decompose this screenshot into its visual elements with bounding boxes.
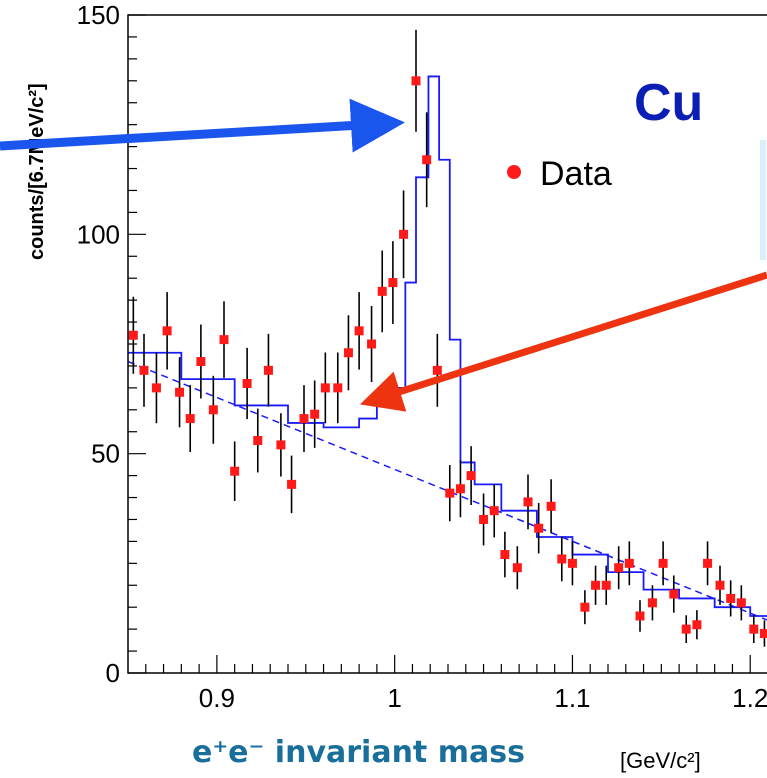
data-point bbox=[299, 414, 309, 424]
data-point bbox=[230, 466, 240, 476]
legend-entry-data: Data bbox=[540, 155, 612, 193]
data-point bbox=[388, 278, 398, 288]
y-tick-label: 150 bbox=[77, 0, 120, 30]
data-point bbox=[591, 580, 601, 590]
blue-arrow bbox=[0, 98, 405, 153]
data-point bbox=[614, 563, 624, 573]
data-point bbox=[759, 629, 767, 639]
data-point bbox=[500, 550, 510, 560]
data-point bbox=[208, 405, 218, 415]
data-point bbox=[479, 514, 489, 524]
data-point bbox=[253, 436, 263, 446]
legend-marker-data bbox=[507, 165, 521, 179]
legend: Data bbox=[507, 155, 612, 193]
data-point bbox=[523, 497, 533, 507]
data-points bbox=[128, 76, 767, 639]
data-point bbox=[263, 365, 273, 375]
data-point bbox=[175, 387, 185, 397]
data-point bbox=[489, 506, 499, 516]
data-point bbox=[580, 602, 590, 612]
data-point bbox=[411, 76, 421, 86]
data-point bbox=[466, 471, 476, 481]
data-point bbox=[703, 558, 713, 568]
data-point bbox=[162, 326, 172, 336]
data-point bbox=[367, 339, 377, 349]
data-point bbox=[669, 589, 679, 599]
red-arrow bbox=[359, 271, 767, 412]
partial-right-mark bbox=[760, 140, 766, 260]
data-point bbox=[567, 558, 577, 568]
y-tick-label: 100 bbox=[77, 219, 120, 249]
fit-total-line bbox=[128, 75, 767, 617]
data-point bbox=[715, 580, 725, 590]
target-annotation: Cu bbox=[634, 74, 703, 132]
x-tick-label: 1.2 bbox=[732, 683, 767, 713]
data-point bbox=[377, 286, 387, 296]
data-point bbox=[333, 383, 343, 393]
data-point bbox=[534, 523, 544, 533]
data-point bbox=[276, 440, 286, 450]
data-point bbox=[219, 335, 229, 345]
data-point bbox=[557, 554, 567, 564]
data-point bbox=[726, 593, 736, 603]
data-point bbox=[658, 558, 668, 568]
data-point bbox=[749, 624, 759, 634]
y-tick-label: 0 bbox=[106, 658, 120, 688]
data-point bbox=[151, 383, 161, 393]
data-point bbox=[455, 484, 465, 494]
y-tick-label: 50 bbox=[91, 439, 120, 469]
data-point bbox=[624, 558, 634, 568]
data-point bbox=[139, 365, 149, 375]
x-tick-label: 1.1 bbox=[554, 683, 590, 713]
y-axis-label: counts/[6.7MeV/c²] bbox=[26, 83, 48, 260]
data-point bbox=[128, 330, 138, 340]
data-point bbox=[692, 620, 702, 630]
data-point bbox=[354, 326, 364, 336]
data-point bbox=[422, 155, 432, 165]
data-point bbox=[601, 580, 611, 590]
data-point bbox=[196, 357, 206, 367]
x-tick-label: 0.9 bbox=[199, 683, 235, 713]
data-point bbox=[310, 409, 320, 419]
data-point bbox=[681, 624, 691, 634]
data-point bbox=[287, 479, 297, 489]
data-point bbox=[242, 378, 252, 388]
data-point bbox=[736, 598, 746, 608]
data-point bbox=[320, 383, 330, 393]
fit-curves bbox=[127, 75, 767, 621]
x-axis-ticks: 0.9 1 1.1 1.2 bbox=[145, 655, 767, 713]
data-point bbox=[399, 229, 409, 239]
data-point bbox=[343, 348, 353, 358]
x-axis-unit: [GeV/c²] bbox=[620, 748, 701, 773]
x-tick-label: 1 bbox=[387, 683, 401, 713]
x-axis-title: e⁺e⁻ invariant mass bbox=[192, 735, 525, 770]
data-point bbox=[432, 365, 442, 375]
data-point bbox=[546, 501, 556, 511]
data-point bbox=[512, 563, 522, 573]
y-axis-ticks: 0 50 100 150 bbox=[77, 0, 146, 688]
data-point bbox=[445, 488, 455, 498]
data-point bbox=[635, 611, 645, 621]
data-point bbox=[185, 414, 195, 424]
data-point bbox=[647, 598, 657, 608]
